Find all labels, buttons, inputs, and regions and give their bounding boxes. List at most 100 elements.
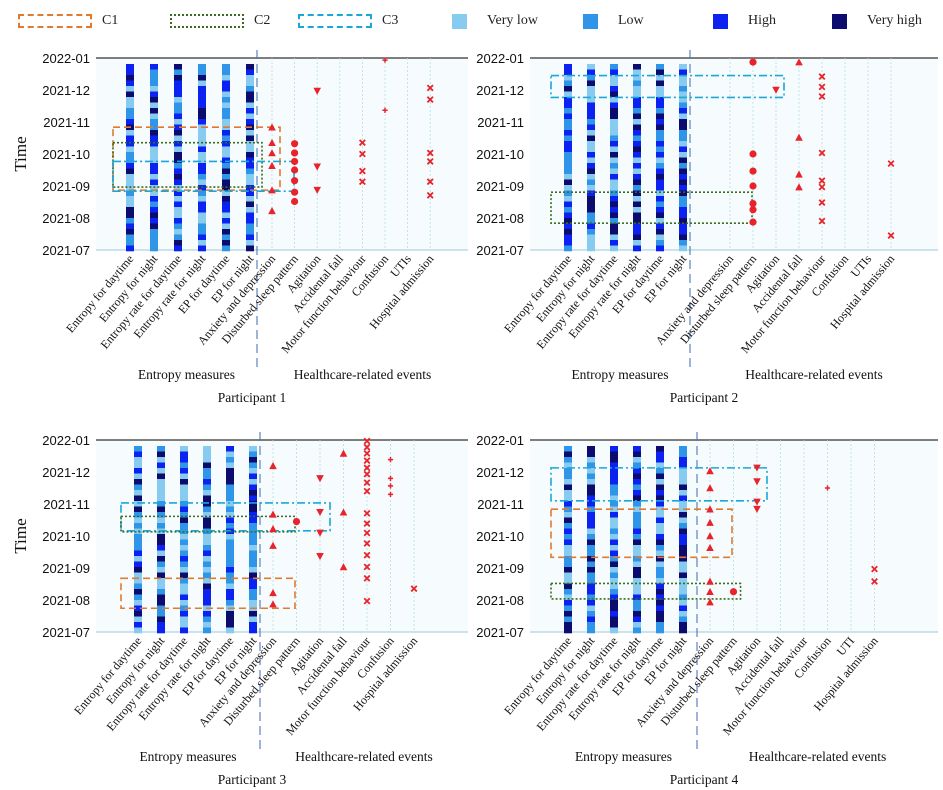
entropy-cell (198, 130, 206, 136)
entropy-cell (633, 583, 641, 590)
entropy-cell (203, 545, 211, 551)
entropy-cell (126, 152, 134, 158)
entropy-cell (610, 462, 618, 469)
entropy-cell (203, 561, 211, 568)
entropy-cell (679, 64, 687, 70)
legend-label: Very high (867, 13, 922, 28)
entropy-cell (226, 512, 234, 518)
entropy-cell (633, 64, 641, 70)
marker-confusion (824, 485, 831, 491)
y-tick-label: 2021-08 (476, 211, 524, 226)
entropy-cell (134, 473, 142, 480)
entropy-cell (656, 556, 664, 562)
marker-motor-function-behaviour (363, 529, 371, 537)
entropy-cell (656, 473, 664, 480)
entropy-cell (249, 479, 257, 485)
entropy-cell (180, 517, 188, 524)
entropy-cell (134, 462, 142, 469)
entropy-cell (150, 141, 158, 147)
entropy-cell (633, 501, 641, 507)
entropy-cell (633, 545, 641, 551)
entropy-cell (174, 119, 182, 125)
entropy-cell (226, 627, 234, 634)
entropy-cell (679, 97, 687, 103)
entropy-cell (564, 512, 572, 518)
entropy-cell (134, 616, 142, 623)
entropy-cell (150, 135, 158, 142)
entropy-cell (656, 495, 664, 502)
entropy-cell (174, 75, 182, 81)
entropy-cell (679, 196, 687, 202)
marker-confusion (387, 491, 394, 497)
legend-item-high: High (713, 10, 776, 32)
entropy-cell (587, 495, 595, 502)
entropy-cell (180, 495, 188, 502)
entropy-cell (656, 245, 664, 252)
entropy-cell (656, 80, 664, 87)
entropy-cell (656, 190, 664, 197)
marker-motor-function-behaviour (358, 167, 366, 175)
cluster-box-c1 (550, 508, 733, 559)
entropy-cell (157, 501, 165, 507)
entropy-cell (180, 616, 188, 623)
marker-hospital-admission (887, 232, 895, 239)
entropy-cell (180, 479, 188, 485)
entropy-cell (564, 457, 572, 463)
y-tick-label: 2021-07 (42, 625, 90, 640)
entropy-cell (203, 468, 211, 474)
entropy-cell (633, 102, 641, 109)
marker-anxiety-and-depression (269, 541, 277, 549)
entropy-cell (180, 550, 188, 557)
entropy-cell (564, 119, 572, 125)
entropy-cell (587, 234, 595, 241)
entropy-cell (203, 495, 211, 502)
entropy-cell (126, 97, 134, 103)
entropy-cell (564, 185, 572, 191)
entropy-cell (203, 627, 211, 634)
entropy-cell (126, 168, 134, 175)
marker-anxiety-and-depression (269, 462, 277, 470)
entropy-cell (134, 627, 142, 634)
entropy-cell (203, 490, 211, 496)
entropy-cell (157, 479, 165, 485)
entropy-cell (633, 163, 641, 169)
entropy-cell (610, 539, 618, 546)
entropy-cell (679, 484, 687, 491)
entropy-cell (610, 589, 618, 595)
entropy-cell (157, 506, 165, 513)
entropy-cell (222, 245, 230, 252)
entropy-cell (150, 234, 158, 241)
entropy-cell (564, 168, 572, 175)
entropy-cell (174, 102, 182, 109)
entropy-cell (203, 594, 211, 601)
entropy-cell (126, 190, 134, 197)
entropy-cell (564, 616, 572, 623)
entropy-cell (633, 113, 641, 120)
entropy-cell (222, 196, 230, 202)
entropy-cell (226, 446, 234, 452)
entropy-cell (174, 113, 182, 120)
entropy-cell (656, 567, 664, 573)
entropy-cell (157, 550, 165, 557)
entropy-cell (633, 119, 641, 125)
entropy-cell (180, 611, 188, 617)
legend-item-very-low: Very low (452, 10, 538, 32)
cluster-box-c1 (112, 126, 281, 191)
entropy-cell (610, 174, 618, 180)
entropy-cell (656, 589, 664, 595)
y-tick-label: 2021-08 (476, 593, 524, 608)
entropy-cell (198, 152, 206, 158)
entropy-cell (564, 174, 572, 180)
entropy-cell (174, 207, 182, 213)
cluster-box-c3 (112, 160, 295, 192)
entropy-cell (633, 141, 641, 147)
entropy-cell (249, 583, 257, 590)
panel-participant-3: 2022-01 2021-12 2021-11 2021-10 2021-09 2021-… (11, 432, 468, 787)
entropy-cell (150, 102, 158, 109)
entropy-cell (226, 622, 234, 628)
entropy-cell (157, 622, 165, 628)
entropy-cell (587, 545, 595, 551)
entropy-cell (656, 611, 664, 617)
entropy-cell (222, 212, 230, 219)
entropy-cell (150, 113, 158, 120)
